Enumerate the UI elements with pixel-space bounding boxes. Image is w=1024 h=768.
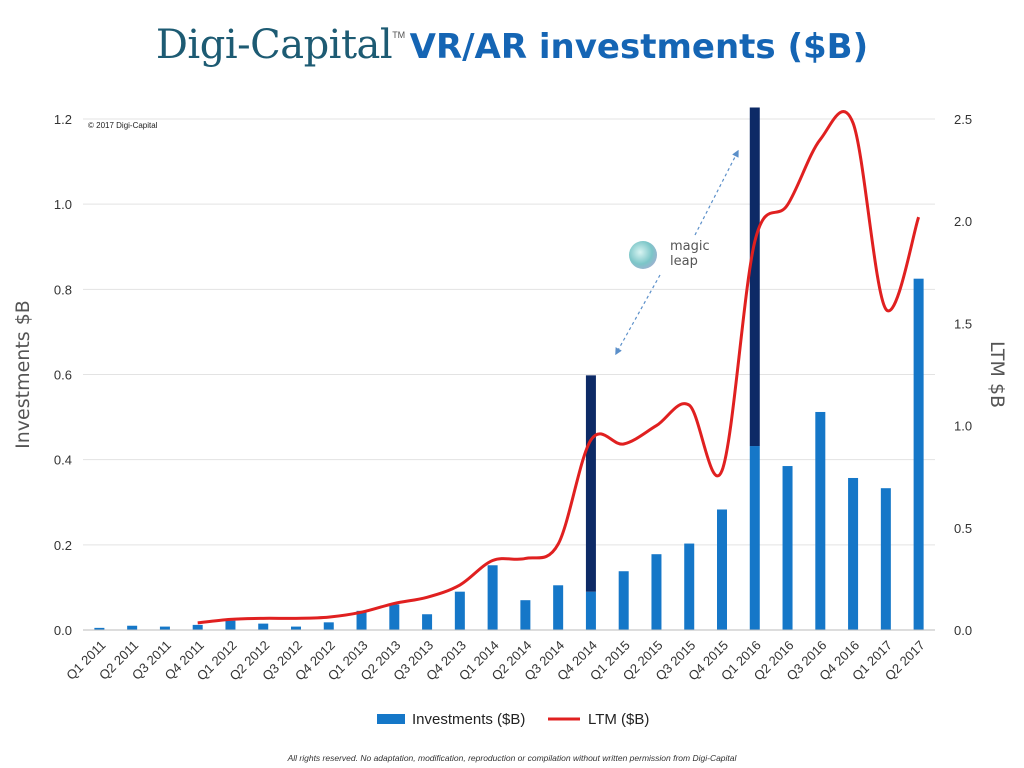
magic-leap-word-1: magic xyxy=(670,239,710,254)
trademark: TM xyxy=(392,30,406,40)
y2-tick-label: 1.0 xyxy=(954,419,972,434)
y-tick-label: 1.2 xyxy=(54,112,72,127)
y2-tick-label: 0.5 xyxy=(954,521,972,536)
investment-bar xyxy=(94,627,105,630)
investment-bar xyxy=(651,554,662,630)
investment-bar xyxy=(880,488,891,630)
investment-bar xyxy=(323,622,334,630)
chart-title: Digi-CapitalTM VR/AR investments ($B) xyxy=(0,22,1024,68)
axes: 0.0 0.2 0.4 0.6 0.8 1.0 1.2 0.0 0.5 1.0 1.5 2.0 2.5 I… xyxy=(12,112,1008,683)
y2-axis-title: LTM $B xyxy=(986,341,1008,408)
investment-bar xyxy=(225,620,236,630)
copyright-note: © 2017 Digi-Capital xyxy=(88,121,158,130)
investment-bar xyxy=(258,623,269,630)
investment-bar xyxy=(913,278,924,630)
legend-bar-swatch xyxy=(377,714,405,724)
investment-bar xyxy=(127,625,138,630)
investment-bar xyxy=(422,614,433,630)
legend-label-investments: Investments ($B) xyxy=(412,711,525,728)
y-tick-label: 0.4 xyxy=(54,453,72,468)
investment-bar xyxy=(553,585,564,630)
investment-bar xyxy=(356,610,367,630)
y2-tick-label: 0.0 xyxy=(954,623,972,638)
y-tick-label: 0.8 xyxy=(54,282,72,297)
magic-leap-bar xyxy=(749,107,760,447)
legend-label-ltm: LTM ($B) xyxy=(588,711,649,728)
investment-bar xyxy=(192,624,203,630)
investment-bar xyxy=(684,543,695,630)
title-brand: Digi-Capital xyxy=(155,22,393,68)
investment-bar xyxy=(454,591,465,630)
investment-bar xyxy=(749,446,760,630)
magic-leap-bar xyxy=(585,375,596,592)
investment-bar xyxy=(815,411,826,630)
investment-bar xyxy=(159,626,170,630)
y2-tick-label: 1.5 xyxy=(954,316,972,331)
magic-leap-orb-icon xyxy=(629,241,657,269)
y-tick-label: 0.6 xyxy=(54,368,72,383)
investment-bar xyxy=(585,591,596,630)
y2-tick-label: 2.5 xyxy=(954,112,972,127)
y-tick-label: 0.2 xyxy=(54,538,72,553)
ltm-line-group xyxy=(197,110,921,625)
gridlines xyxy=(83,118,935,631)
y2-tick-label: 2.0 xyxy=(954,214,972,229)
y-tick-label: 1.0 xyxy=(54,197,72,212)
footer-rights: All rights reserved. No adaptation, modi… xyxy=(287,753,737,763)
legend: Investments ($B) LTM ($B) xyxy=(377,711,649,728)
magic-leap-word-2: leap xyxy=(670,254,698,269)
investment-bar xyxy=(487,565,498,630)
ltm-line xyxy=(197,110,921,625)
investment-bar xyxy=(618,571,629,630)
investment-bar xyxy=(782,466,793,630)
investment-bar xyxy=(389,604,400,630)
y-axis-title: Investments $B xyxy=(12,300,34,449)
magic-leap-logo: magic leap xyxy=(626,238,726,274)
investment-bar xyxy=(848,477,859,630)
title-main: VR/AR investments ($B) xyxy=(409,27,869,67)
investment-bar xyxy=(291,626,301,630)
annotation-arrow-q4-2014 xyxy=(615,274,661,356)
y-tick-label: 0.0 xyxy=(54,623,72,638)
annotation-arrows xyxy=(615,149,739,356)
investment-bar xyxy=(717,509,727,630)
annotation-arrow-q1-2016 xyxy=(694,149,739,236)
investment-bar xyxy=(520,600,531,630)
magic-leap-wordmark: magic leap xyxy=(670,239,710,269)
bars xyxy=(94,107,924,630)
